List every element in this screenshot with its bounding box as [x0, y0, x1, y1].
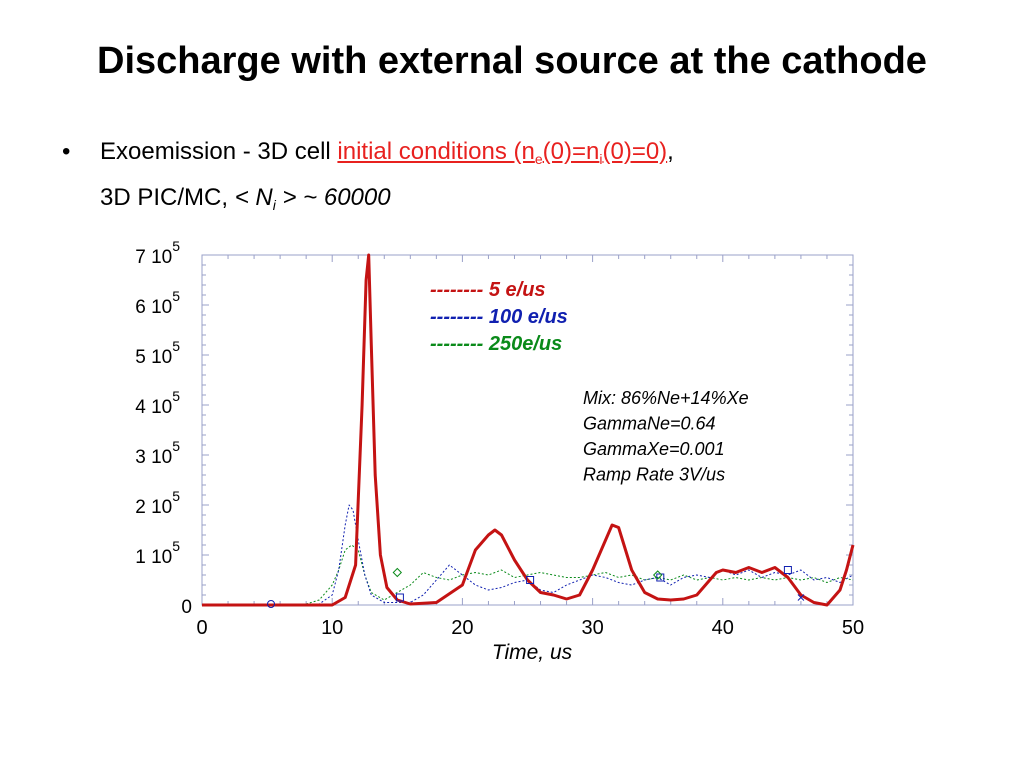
series-layer — [202, 253, 855, 608]
x-tick-label: 0 — [196, 617, 207, 639]
y-tick-label: 7 105 — [135, 238, 180, 268]
x-tick-label: 50 — [842, 617, 864, 639]
annotation-box: Mix: 86%Ne+14%Xe GammaNe=0.64 GammaXe=0.00… — [583, 388, 749, 485]
data-marker — [267, 600, 276, 608]
y-tick-label: 4 105 — [135, 388, 180, 418]
bullet-dot: • — [62, 138, 71, 165]
series-line-1 — [202, 253, 855, 607]
y-tick-label: 0 — [181, 597, 192, 618]
line2-ni-open: < N — [234, 184, 273, 211]
legend-entry: -------- 5 e/us — [430, 279, 546, 301]
data-marker — [395, 593, 404, 602]
y-tick-label: 1 105 — [135, 538, 180, 568]
y-tick-labels: 0 1 105 2 105 3 105 4 105 5 105 6 105 7 105 — [135, 238, 192, 618]
legend-entry: -------- 100 e/us — [430, 306, 568, 328]
plot-frame — [201, 254, 854, 606]
legend-entry: -------- 250e/us — [430, 333, 562, 355]
series-line-3 — [202, 544, 854, 606]
data-marker — [783, 566, 792, 574]
x-tick-label: 40 — [712, 617, 734, 639]
line2-sub: i — [272, 197, 276, 213]
annotation-line: Mix: 86%Ne+14%Xe — [583, 388, 749, 408]
series-line-2 — [202, 504, 854, 606]
y-tick-label: 5 105 — [135, 338, 180, 368]
legend: -------- 5 e/us -------- 100 e/us --------… — [430, 279, 568, 355]
link-sub-i[interactable]: i — [599, 151, 603, 167]
y-tick-label: 6 105 — [135, 288, 180, 318]
y-tick-label: 2 105 — [135, 488, 180, 518]
axis-ticks — [201, 254, 854, 606]
x-tick-labels: 0 10 20 30 40 50 — [196, 617, 864, 639]
x-tick-label: 10 — [321, 617, 343, 639]
link-text-c[interactable]: (0)=0) — [602, 138, 668, 165]
data-marker — [797, 594, 805, 601]
data-marker — [526, 576, 535, 584]
data-marker — [652, 570, 663, 580]
y-tick-label: 3 105 — [135, 438, 180, 468]
initial-conditions-link[interactable]: initial conditions (ne(0)=ni(0)=0) — [337, 138, 668, 167]
link-sub-e[interactable]: e — [534, 151, 543, 167]
annotation-line: Ramp Rate 3V/us — [583, 465, 725, 485]
line2-prefix: 3D PIC/MC, — [100, 184, 235, 211]
annotation-line: GammaNe=0.64 — [583, 414, 716, 434]
line1-prefix: Exoemission - 3D cell — [100, 138, 338, 165]
annotation-line: GammaXe=0.001 — [583, 439, 725, 459]
line1-suffix: , — [667, 138, 674, 165]
line2-rest: > ~ 60000 — [275, 184, 391, 211]
x-tick-label: 20 — [451, 617, 473, 639]
x-tick-label: 30 — [581, 617, 603, 639]
link-text-a[interactable]: initial conditions (n — [337, 138, 535, 165]
bullet-line-2: 3D PIC/MC, < Ni > ~ 60000 — [100, 184, 391, 213]
x-axis-label: Time, us — [492, 641, 573, 664]
slide-title: Discharge with external source at the ca… — [97, 40, 927, 82]
bullet-line-1: • Exoemission - 3D cell initial condition… — [62, 138, 674, 167]
link-text-b[interactable]: (0)=n — [542, 138, 600, 165]
data-marker — [392, 567, 403, 578]
